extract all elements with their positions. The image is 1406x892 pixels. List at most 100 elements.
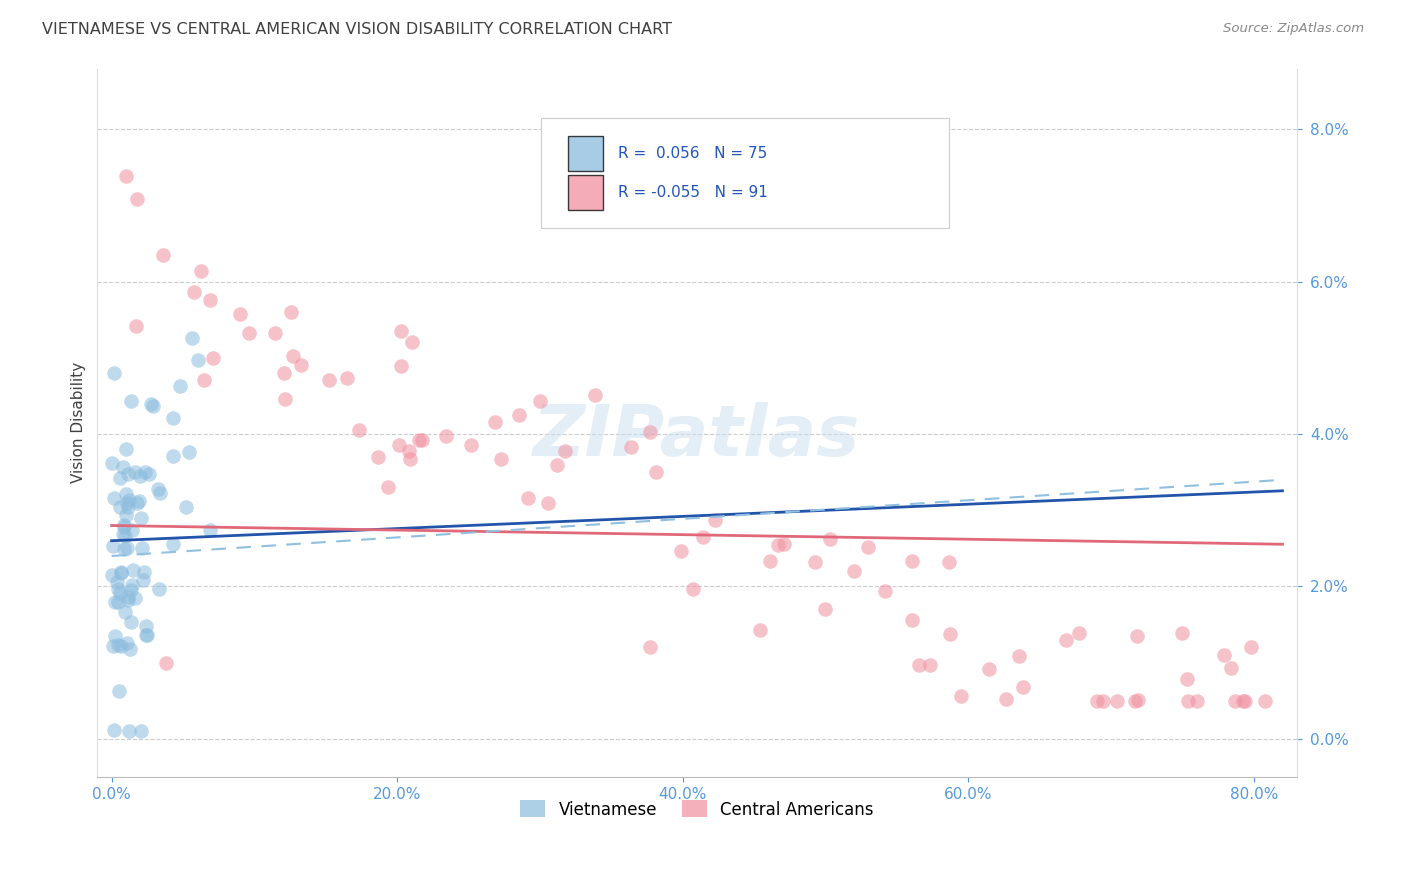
Point [908,657,931,672]
Point [112,518,135,533]
Point [583,388,606,402]
Point [114,529,136,543]
Point [938,627,960,641]
Point [103,539,125,553]
Point [758,554,780,568]
Point [1177,694,1199,708]
Point [125,319,148,334]
Point [202,351,225,365]
Point [508,409,530,423]
Point [120,393,142,408]
Point [129,724,152,739]
Point [174,500,197,514]
Point [112,459,135,474]
Point [134,465,156,479]
Point [434,429,457,443]
Point [484,415,506,429]
Point [1240,640,1263,654]
Point [115,495,138,509]
Point [135,627,157,641]
Point [120,582,142,597]
Point [114,487,136,501]
Point [103,491,125,506]
Point [128,494,150,508]
Point [149,486,172,500]
Point [198,523,221,537]
Point [1091,694,1114,708]
Point [856,541,879,555]
Point [117,590,139,604]
Point [183,285,205,299]
Point [238,326,260,340]
Text: VIETNAMESE VS CENTRAL AMERICAN VISION DISABILITY CORRELATION CHART: VIETNAMESE VS CENTRAL AMERICAN VISION DI… [42,22,672,37]
Point [273,366,295,380]
Point [994,692,1017,706]
Point [111,527,134,541]
Point [820,532,842,546]
Point [110,566,132,580]
Point [336,370,359,384]
Point [1171,626,1194,640]
Point [229,307,252,321]
Point [1232,694,1254,708]
Point [110,471,132,485]
Point [844,564,866,578]
Point [638,425,661,440]
Point [318,373,340,387]
Point [773,536,796,550]
Point [135,619,157,633]
Point [121,578,143,592]
Point [118,723,141,738]
Point [389,325,412,339]
Point [529,394,551,409]
Point [104,595,127,609]
Point [107,594,129,608]
Point [401,334,423,349]
Point [554,443,576,458]
Point [177,444,200,458]
FancyBboxPatch shape [568,136,603,171]
FancyBboxPatch shape [541,118,949,227]
Point [105,574,128,589]
Point [1054,632,1077,647]
Point [1125,629,1147,643]
Point [749,623,772,637]
Point [190,264,212,278]
Point [120,615,142,629]
Point [411,433,433,447]
Point [112,520,135,534]
Point [1011,680,1033,694]
Point [283,349,305,363]
Point [162,536,184,550]
Point [139,397,162,411]
Point [152,248,174,262]
Point [101,568,124,582]
Point [377,480,399,494]
Text: R =  0.056   N = 75: R = 0.056 N = 75 [617,146,768,161]
Point [115,442,138,457]
Point [949,689,972,703]
Point [110,640,132,654]
Point [115,508,138,523]
Point [193,373,215,387]
Point [1212,648,1234,662]
Point [117,467,139,481]
Point [169,378,191,392]
Point [669,544,692,558]
Point [388,438,411,452]
FancyBboxPatch shape [568,175,603,211]
Point [875,583,897,598]
Point [124,591,146,606]
Point [264,326,287,340]
Point [399,452,422,467]
Point [1126,693,1149,707]
Point [1008,648,1031,663]
Point [142,400,165,414]
Point [198,293,221,307]
Point [1123,694,1146,708]
Point [180,331,202,345]
Point [389,359,412,373]
Point [162,449,184,463]
Point [138,467,160,482]
Point [1085,694,1108,708]
